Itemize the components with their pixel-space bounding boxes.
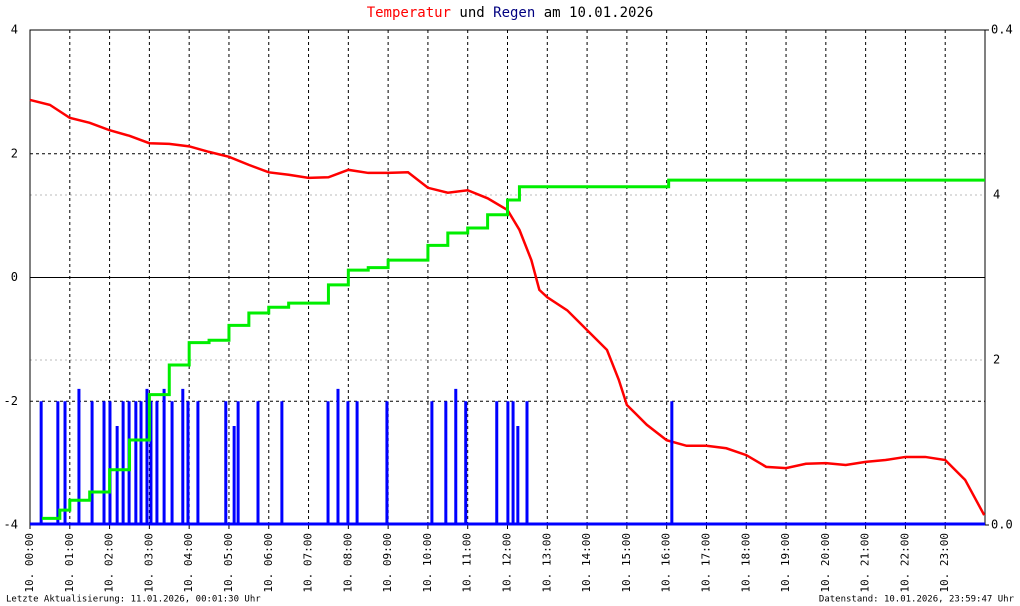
- rain-bar: [108, 401, 112, 525]
- x-tick-label: 10. 14:00: [580, 533, 593, 593]
- x-tick-label: 10. 04:00: [182, 533, 195, 593]
- x-tick-label: 10. 15:00: [620, 533, 633, 593]
- rain-bar: [162, 388, 166, 525]
- rain-bar: [506, 401, 510, 525]
- x-tick-label: 10. 00:00: [23, 533, 36, 593]
- title-part: Regen: [493, 5, 535, 21]
- rain-bar: [134, 401, 138, 525]
- rain-bar: [145, 388, 149, 525]
- x-tick-label: 10. 01:00: [63, 533, 76, 593]
- y2-tick-label: 0.0: [991, 518, 1013, 532]
- rain-bar: [149, 401, 153, 525]
- rain-bar: [186, 401, 190, 525]
- rain-bar: [196, 401, 200, 525]
- y3-tick-label: 2: [993, 353, 1000, 367]
- y-tick-label: 2: [11, 146, 18, 160]
- x-tick-label: 10. 19:00: [779, 533, 792, 593]
- rain-bar: [256, 401, 260, 525]
- x-tick-label: 10. 12:00: [501, 533, 514, 593]
- title-part: und: [451, 5, 493, 21]
- x-tick-label: 10. 21:00: [859, 533, 872, 593]
- title-part: Temperatur: [367, 5, 451, 21]
- rain-bar: [39, 401, 43, 525]
- rain-bar: [102, 401, 106, 525]
- x-tick-label: 10. 07:00: [302, 533, 315, 593]
- x-tick-label: 10. 02:00: [103, 533, 116, 593]
- rain-bar: [511, 401, 515, 525]
- rain-bar: [385, 401, 389, 525]
- rain-bar: [63, 401, 67, 525]
- x-tick-label: 10. 09:00: [381, 533, 394, 593]
- rain-bar: [444, 401, 448, 525]
- rain-bar: [224, 401, 228, 525]
- footer-right: Datenstand: 10.01.2026, 23:59:47 Uhr: [819, 595, 1015, 605]
- rain-bar: [56, 401, 60, 525]
- x-tick-label: 10. 22:00: [898, 533, 911, 593]
- x-tick-label: 10. 18:00: [739, 533, 752, 593]
- footer-left: Letzte Aktualisierung: 11.01.2026, 00:01…: [6, 595, 261, 605]
- y-tick-label: -2: [4, 394, 18, 408]
- temperature-line: [29, 98, 986, 516]
- rain-bar: [181, 388, 185, 525]
- y3-tick-label: 4: [993, 188, 1000, 202]
- rain-bar: [454, 388, 458, 525]
- rain-bar: [495, 401, 499, 525]
- x-tick-label: 10. 17:00: [699, 533, 712, 593]
- x-tick-label: 10. 06:00: [262, 533, 275, 593]
- rain-bar: [77, 388, 81, 525]
- x-tick-label: 10. 23:00: [938, 533, 951, 593]
- x-tick-label: 10. 16:00: [660, 533, 673, 593]
- rain-bar: [232, 426, 236, 525]
- rain-sum-line: [41, 178, 985, 520]
- rain-bar: [121, 401, 125, 525]
- rain-bar: [236, 401, 240, 525]
- rain-bar: [170, 401, 174, 525]
- x-tick-label: 10. 05:00: [222, 533, 235, 593]
- rain-bar: [336, 388, 340, 525]
- rain-bar: [139, 401, 143, 525]
- rain-bar: [280, 401, 284, 525]
- rain-bar: [670, 401, 674, 525]
- x-tick-label: 10. 03:00: [142, 533, 155, 593]
- rain-bar: [346, 401, 350, 525]
- rain-bar: [516, 426, 520, 525]
- rain-bar: [326, 401, 330, 525]
- rain-bar: [155, 401, 159, 525]
- chart-title: Temperatur und Regen am 10.01.2026: [367, 5, 654, 21]
- title-part: am 10.01.2026: [535, 5, 653, 21]
- x-tick-label: 10. 08:00: [341, 533, 354, 593]
- y-tick-label: -4: [4, 518, 18, 532]
- y-tick-label: 0: [11, 270, 18, 284]
- x-tick-label: 10. 10:00: [421, 533, 434, 593]
- x-tick-label: 10. 11:00: [461, 533, 474, 593]
- y2-tick-label: 0.4: [991, 23, 1013, 37]
- rain-bar: [525, 401, 529, 525]
- rain-bar: [464, 401, 468, 525]
- rain-bar: [90, 401, 94, 525]
- y-tick-label: 4: [11, 23, 18, 37]
- x-tick-label: 10. 13:00: [540, 533, 553, 593]
- rain-bar: [115, 426, 119, 525]
- rain-bar: [355, 401, 359, 525]
- x-tick-label: 10. 20:00: [819, 533, 832, 593]
- rain-bar: [430, 401, 434, 525]
